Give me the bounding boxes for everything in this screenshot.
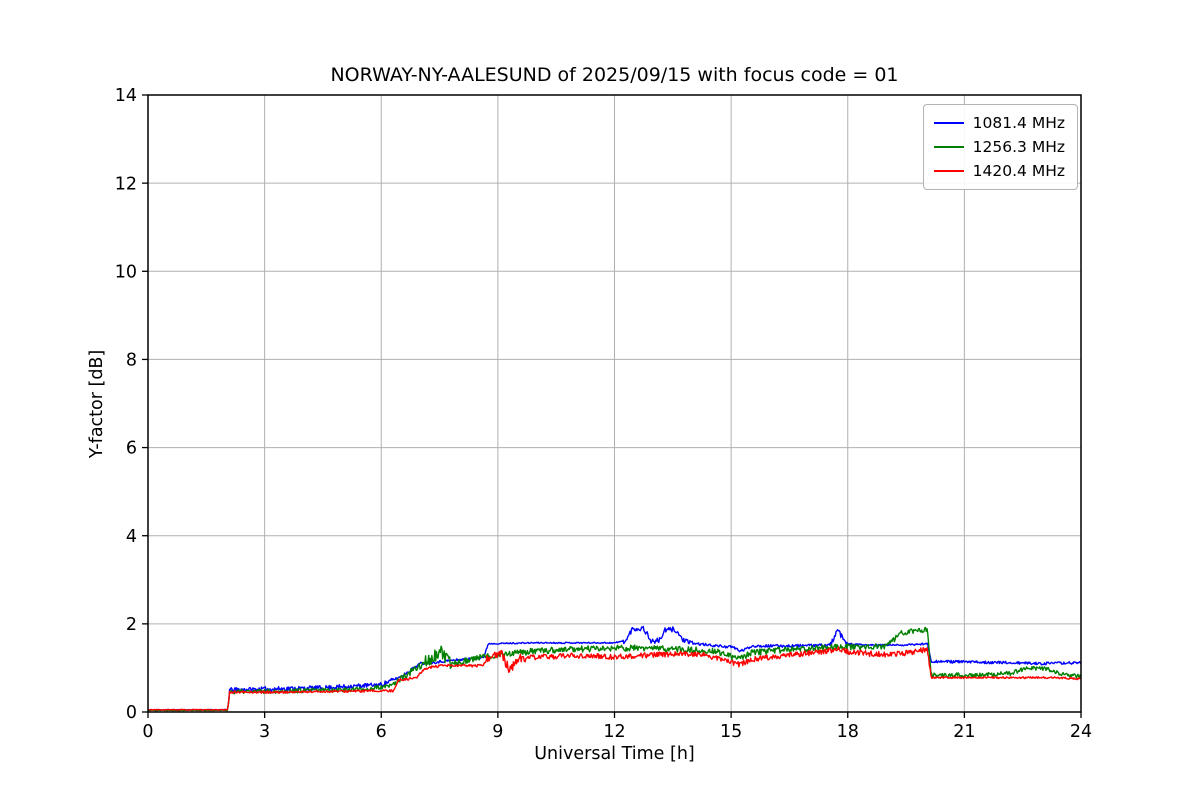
legend-label: 1420.4 MHz	[972, 162, 1065, 180]
legend-item: 1256.3 MHz	[932, 135, 1067, 159]
y-tick-label: 0	[126, 703, 137, 723]
legend-item: 1081.4 MHz	[932, 111, 1067, 135]
x-tick-label: 0	[142, 722, 153, 742]
x-tick-label: 12	[603, 722, 625, 742]
series-line-2	[147, 626, 1082, 712]
legend-label: 1256.3 MHz	[972, 138, 1065, 156]
legend: 1081.4 MHz 1256.3 MHz 1420.4 MHz	[922, 104, 1078, 190]
x-tick-label: 9	[492, 722, 503, 742]
x-axis-label: Universal Time [h]	[534, 744, 695, 764]
x-tick-label: 3	[259, 722, 270, 742]
series-line-1	[148, 625, 1082, 711]
y-axis-label: Y-factor [dB]	[87, 349, 107, 459]
x-tick-label: 24	[1070, 722, 1092, 742]
legend-line-swatch	[933, 170, 964, 172]
y-tick-label: 2	[126, 615, 137, 635]
x-tick-label: 15	[720, 722, 742, 742]
y-tick-label: 4	[126, 527, 137, 547]
y-tick-label: 14	[115, 86, 137, 106]
legend-line-swatch	[933, 122, 964, 124]
legend-item: 1420.4 MHz	[932, 159, 1067, 183]
y-tick-label: 10	[115, 262, 137, 282]
series-line-3	[147, 646, 1082, 711]
x-tick-label: 6	[376, 722, 387, 742]
y-tick-label: 12	[115, 174, 137, 194]
legend-line-swatch	[933, 146, 964, 148]
x-tick-label: 18	[837, 722, 859, 742]
y-tick-label: 8	[126, 351, 137, 371]
y-tick-label: 6	[126, 439, 137, 459]
chart-title: NORWAY-NY-AALESUND of 2025/09/15 with fo…	[330, 64, 899, 86]
x-tick-label: 21	[953, 722, 975, 742]
legend-label: 1081.4 MHz	[972, 114, 1065, 132]
